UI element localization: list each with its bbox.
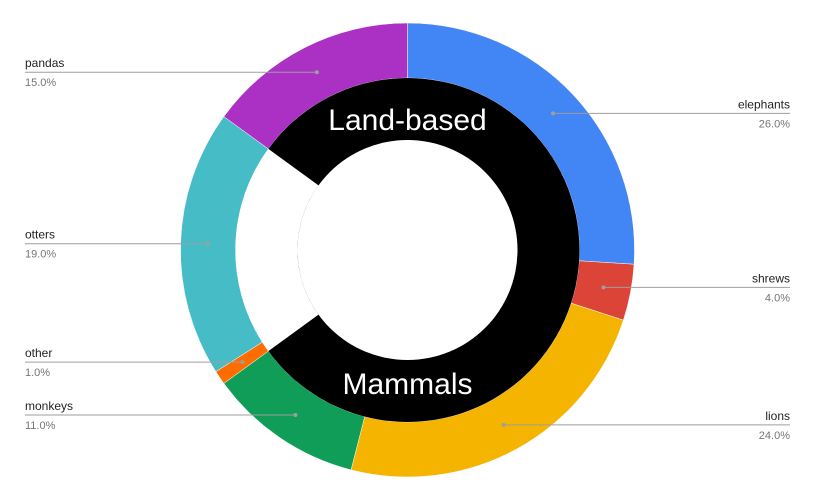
pct-shrews: 4.0%	[765, 292, 790, 304]
leader-dot-monkeys	[293, 413, 298, 418]
leader-dot-shrews	[601, 285, 606, 290]
labels-group: elephants 26.0% shrews 4.0% lions 24.0% monkey…	[25, 56, 790, 442]
label-other: other	[25, 346, 52, 360]
leader-dot-otters	[206, 241, 211, 246]
pct-elephants: 26.0%	[759, 118, 790, 130]
leader-dot-lions	[501, 422, 506, 427]
pct-pandas: 15.0%	[25, 77, 56, 89]
label-pandas: pandas	[25, 56, 64, 70]
slices-group	[180, 22, 635, 478]
pct-other: 1.0%	[25, 367, 50, 379]
label-monkeys: monkeys	[25, 399, 73, 413]
center-hole	[297, 140, 518, 360]
center-title-bottom: Mammals	[342, 368, 472, 401]
pct-lions: 24.0%	[759, 430, 790, 442]
label-elephants: elephants	[738, 97, 790, 111]
label-shrews: shrews	[752, 271, 790, 285]
leader-dot-pandas	[314, 70, 319, 75]
label-lions: lions	[765, 409, 790, 423]
pct-otters: 19.0%	[25, 249, 56, 261]
center-title-top: Land-based	[328, 104, 486, 137]
leader-dot-other	[240, 360, 245, 365]
label-otters: otters	[25, 228, 55, 242]
leader-dot-elephants	[550, 111, 555, 116]
center-overlay: Land-based Mammals	[268, 77, 580, 423]
pct-monkeys: 11.0%	[25, 420, 56, 432]
